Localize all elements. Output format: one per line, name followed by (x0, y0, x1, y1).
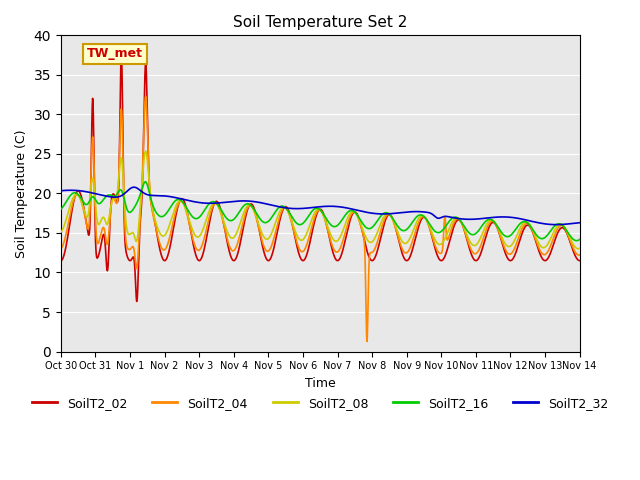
SoilT2_16 (173, 197, 180, 203)
Legend: SoilT2_02, SoilT2_04, SoilT2_08, SoilT2_16, SoilT2_32: SoilT2_02, SoilT2_04, SoilT2_08, SoilT2_… (27, 392, 614, 415)
SoilT2_08 (173, 202, 180, 207)
SoilT2_02 (133, 299, 141, 304)
SoilT2_32 (160, 193, 168, 199)
Text: TW_met: TW_met (87, 48, 143, 60)
SoilT2_16 (401, 228, 408, 233)
SoilT2_32 (468, 216, 476, 222)
SoilT2_08 (574, 246, 582, 252)
SoilT2_16 (57, 206, 65, 212)
SoilT2_32 (231, 198, 239, 204)
SoilT2_32 (552, 222, 560, 228)
Line: SoilT2_04: SoilT2_04 (61, 96, 580, 341)
SoilT2_32 (401, 209, 408, 215)
SoilT2_04 (173, 206, 180, 212)
Title: Soil Temperature Set 2: Soil Temperature Set 2 (233, 15, 408, 30)
SoilT2_16 (141, 179, 149, 185)
SoilT2_04 (363, 338, 371, 344)
Line: SoilT2_02: SoilT2_02 (61, 54, 580, 301)
SoilT2_08 (401, 240, 408, 246)
SoilT2_08 (142, 148, 150, 154)
SoilT2_02 (515, 241, 522, 247)
SoilT2_16 (231, 216, 239, 221)
SoilT2_32 (57, 188, 65, 193)
SoilT2_16 (573, 238, 580, 243)
Y-axis label: Soil Temperature (C): Soil Temperature (C) (15, 129, 28, 258)
Line: SoilT2_16: SoilT2_16 (61, 182, 580, 240)
SoilT2_32 (173, 195, 180, 201)
SoilT2_02 (57, 258, 65, 264)
SoilT2_02 (401, 257, 409, 263)
SoilT2_16 (468, 232, 476, 238)
SoilT2_04 (57, 246, 65, 252)
SoilT2_04 (515, 234, 522, 240)
Line: SoilT2_08: SoilT2_08 (61, 151, 580, 249)
SoilT2_08 (160, 233, 168, 239)
SoilT2_16 (515, 223, 522, 228)
SoilT2_02 (173, 207, 181, 213)
SoilT2_08 (515, 229, 522, 235)
X-axis label: Time: Time (305, 377, 335, 390)
SoilT2_08 (231, 234, 239, 240)
SoilT2_04 (401, 250, 409, 256)
SoilT2_02 (469, 255, 477, 261)
SoilT2_16 (160, 213, 168, 218)
SoilT2_02 (118, 51, 125, 57)
SoilT2_32 (515, 216, 522, 221)
SoilT2_08 (576, 245, 584, 251)
SoilT2_04 (576, 252, 584, 258)
SoilT2_16 (576, 237, 584, 242)
SoilT2_32 (576, 220, 584, 226)
SoilT2_02 (576, 258, 584, 264)
Line: SoilT2_32: SoilT2_32 (61, 187, 580, 225)
SoilT2_04 (160, 247, 168, 253)
SoilT2_04 (469, 250, 477, 255)
SoilT2_04 (231, 247, 239, 252)
SoilT2_32 (130, 184, 138, 190)
SoilT2_04 (142, 94, 150, 99)
SoilT2_02 (161, 258, 168, 264)
SoilT2_08 (468, 242, 476, 248)
SoilT2_02 (231, 257, 239, 263)
SoilT2_08 (57, 229, 65, 235)
